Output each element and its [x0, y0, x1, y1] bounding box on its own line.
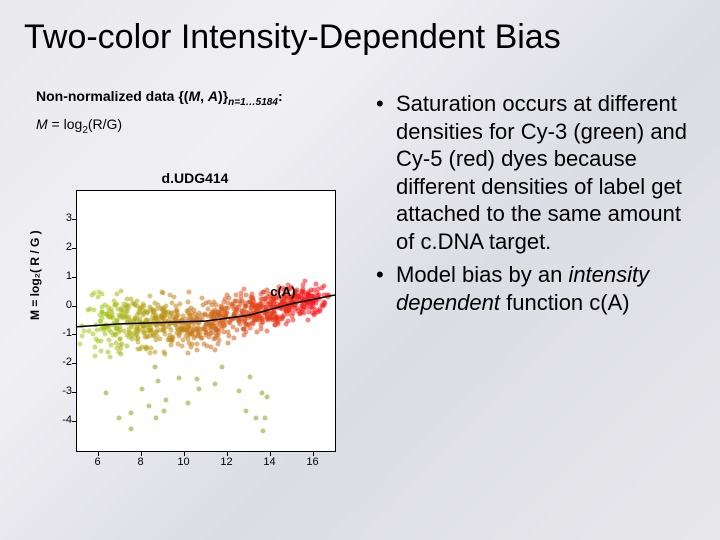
right-column: •Saturation occurs at different densitie…	[376, 90, 692, 322]
x-tick-label: 16	[303, 456, 323, 468]
x-tick-label: 8	[131, 456, 151, 468]
bullet-mark: •	[376, 261, 396, 316]
x-tick-mark	[270, 452, 271, 456]
x-tick-label: 12	[217, 456, 237, 468]
chart-title: d.UDG414	[30, 170, 360, 186]
bullet-item: •Model bias by an intensity dependent fu…	[376, 261, 692, 316]
y-tick-mark	[72, 277, 76, 278]
y-tick-mark	[72, 306, 76, 307]
y-tick-mark	[72, 392, 76, 393]
y-tick-mark	[72, 248, 76, 249]
curve-label: c(A)	[270, 284, 295, 299]
y-tick-mark	[72, 219, 76, 220]
ma-plot: d.UDG414 M = log₂( R / G ) c(A) -4 -3 -2 -1…	[30, 170, 360, 500]
y-tick-label: 1	[60, 270, 72, 282]
bullet-item: •Saturation occurs at different densitie…	[376, 90, 692, 255]
x-tick-label: 14	[260, 456, 280, 468]
slide: Two-color Intensity-Dependent Bias Non-n…	[0, 0, 720, 540]
page-title: Two-color Intensity-Dependent Bias	[24, 18, 696, 57]
y-tick-label: -3	[60, 385, 72, 397]
y-tick-label: -1	[60, 327, 72, 339]
data-label: Non-normalized data {(M, A)}n=1…5184:	[36, 88, 356, 108]
x-tick-mark	[313, 452, 314, 456]
x-tick-mark	[184, 452, 185, 456]
y-tick-mark	[72, 421, 76, 422]
y-tick-mark	[72, 334, 76, 335]
y-tick-label: -4	[60, 414, 72, 426]
bullet-mark: •	[376, 90, 396, 255]
y-tick-label: -2	[60, 356, 72, 368]
y-tick-label: 2	[60, 241, 72, 253]
left-column: Non-normalized data {(M, A)}n=1…5184: M …	[36, 88, 356, 146]
x-tick-label: 6	[88, 456, 108, 468]
plot-area	[76, 190, 336, 452]
y-tick-label: 3	[60, 212, 72, 224]
x-tick-label: 10	[174, 456, 194, 468]
y-axis-label: M = log₂( R / G )	[28, 230, 42, 320]
bullet-text: Model bias by an intensity dependent fun…	[396, 261, 692, 316]
formula: M = log2(R/G)	[36, 116, 356, 136]
x-tick-mark	[227, 452, 228, 456]
loess-curve	[77, 191, 335, 451]
x-tick-mark	[141, 452, 142, 456]
bullet-text: Saturation occurs at different densities…	[396, 90, 692, 255]
y-tick-label: 0	[60, 299, 72, 311]
x-tick-mark	[98, 452, 99, 456]
y-tick-mark	[72, 363, 76, 364]
